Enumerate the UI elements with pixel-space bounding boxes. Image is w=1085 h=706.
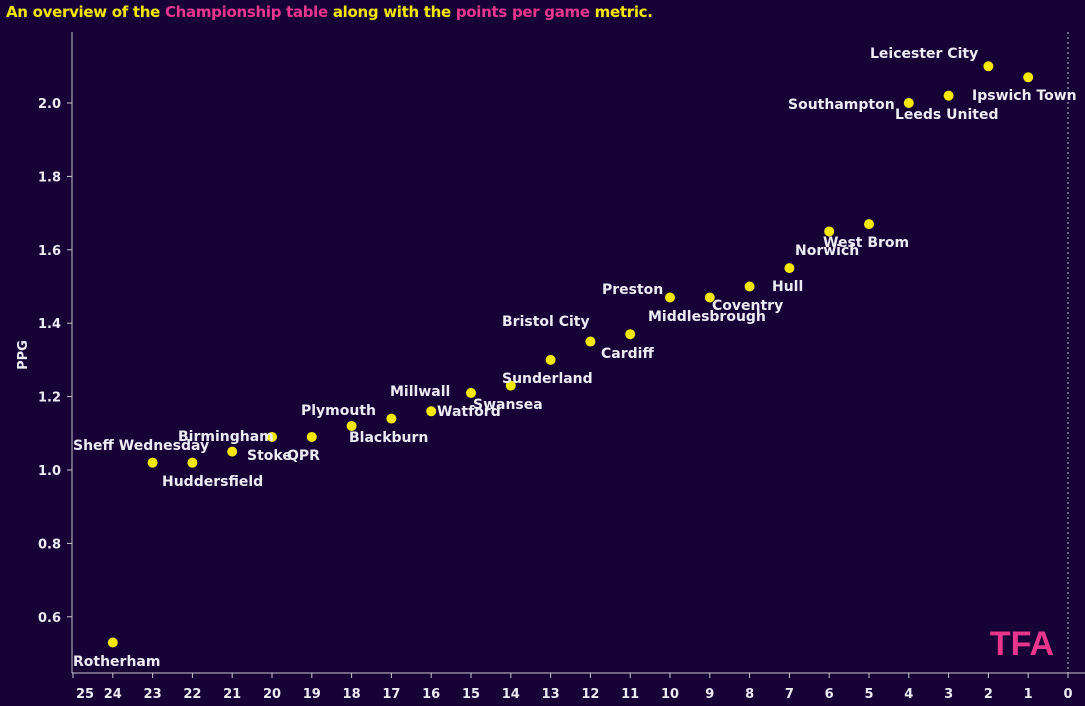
x-tick-label: 21 — [223, 687, 241, 702]
y-tick-label: 1.4 — [38, 317, 61, 332]
point-label: Swansea — [473, 397, 543, 413]
x-tick-label: 8 — [745, 687, 754, 702]
x-tick-label: 4 — [904, 687, 913, 702]
data-point — [386, 413, 397, 424]
data-point — [346, 420, 357, 431]
data-point — [903, 98, 914, 108]
point-label: Leicester City — [870, 46, 978, 62]
point-label: Rotherham — [73, 654, 160, 670]
y-tick-label: 1.0 — [38, 464, 61, 479]
point-label: Coventry — [712, 298, 783, 314]
point-label: Cardiff — [601, 346, 654, 362]
y-tick-label: 2.0 — [38, 97, 61, 112]
title-text: metric. — [589, 3, 653, 21]
data-point — [227, 446, 238, 457]
point-label: Millwall — [390, 384, 450, 400]
data-point — [426, 406, 437, 417]
data-point — [744, 281, 755, 292]
point-label: Stoke — [247, 448, 292, 464]
data-point — [864, 219, 874, 230]
point-label: Bristol City — [502, 314, 590, 330]
x-tick-label: 11 — [621, 687, 639, 702]
tfa-logo: TFA — [990, 625, 1054, 663]
x-tick-label: 24 — [104, 687, 122, 702]
x-tick-label: 0 — [1063, 687, 1072, 702]
point-label: QPR — [287, 448, 320, 464]
point-label: Ipswich Town — [972, 88, 1077, 104]
x-tick-label: 7 — [785, 687, 794, 702]
data-point — [466, 387, 476, 398]
title-highlight: points per game — [455, 3, 590, 21]
data-point — [585, 336, 596, 347]
data-point — [267, 431, 277, 442]
data-point — [704, 292, 715, 303]
point-label: Southampton — [788, 97, 895, 113]
data-point — [1023, 72, 1034, 83]
point-label: Middlesbrough — [648, 309, 766, 325]
data-point — [824, 226, 835, 237]
x-tick-label: 25 — [76, 687, 94, 702]
x-tick-label: 19 — [303, 687, 321, 702]
x-tick-label: 9 — [705, 687, 714, 702]
y-tick-label: 1.8 — [38, 170, 61, 185]
x-tick-label: 6 — [825, 687, 834, 702]
x-tick-label: 20 — [263, 687, 281, 702]
y-tick-label: 0.8 — [38, 537, 61, 552]
x-tick-label: 1 — [1024, 687, 1033, 702]
data-point — [187, 457, 198, 468]
point-label: Blackburn — [349, 430, 428, 446]
y-axis-label: PPG — [16, 340, 31, 370]
x-tick-label: 18 — [343, 687, 361, 702]
x-tick-label: 17 — [382, 687, 400, 702]
x-tick-label: 14 — [502, 687, 520, 702]
point-label: Watford — [437, 404, 501, 420]
data-point — [983, 61, 994, 72]
chart-title: An overview of the Championship table al… — [6, 3, 653, 21]
data-point — [943, 90, 954, 101]
data-point — [665, 292, 675, 303]
data-point — [625, 329, 636, 340]
point-label: Hull — [772, 279, 803, 295]
x-tick-label: 12 — [581, 687, 599, 702]
y-tick-label: 0.6 — [38, 611, 61, 626]
point-label: West Brom — [823, 235, 909, 251]
x-tick-label: 5 — [864, 687, 873, 702]
point-label: Norwich — [795, 243, 859, 259]
point-label: Leeds United — [895, 107, 998, 123]
data-point — [147, 457, 158, 468]
data-point — [107, 637, 118, 648]
point-label: Sheff Wednesday — [73, 438, 209, 454]
title-text: An overview of the — [6, 3, 165, 21]
y-tick-label: 1.2 — [38, 391, 61, 406]
x-tick-label: 15 — [462, 687, 480, 702]
point-label: Birmingham — [178, 429, 274, 445]
data-point — [505, 380, 516, 391]
y-tick-label: 1.6 — [38, 244, 61, 259]
x-tick-label: 23 — [144, 687, 162, 702]
point-label: Huddersfield — [162, 474, 263, 490]
point-label: Plymouth — [301, 403, 376, 419]
point-label: Sunderland — [502, 371, 593, 387]
x-tick-label: 2 — [984, 687, 993, 702]
data-point — [306, 431, 317, 442]
data-point — [545, 354, 556, 365]
x-tick-label: 13 — [542, 687, 560, 702]
x-tick-label: 10 — [661, 687, 679, 702]
title-text: along with the — [327, 3, 456, 21]
data-point — [784, 263, 795, 274]
title-highlight: Championship table — [164, 3, 328, 21]
x-tick-label: 22 — [183, 687, 201, 702]
x-tick-label: 3 — [944, 687, 953, 702]
point-label: Preston — [602, 282, 663, 298]
x-tick-label: 16 — [422, 687, 440, 702]
